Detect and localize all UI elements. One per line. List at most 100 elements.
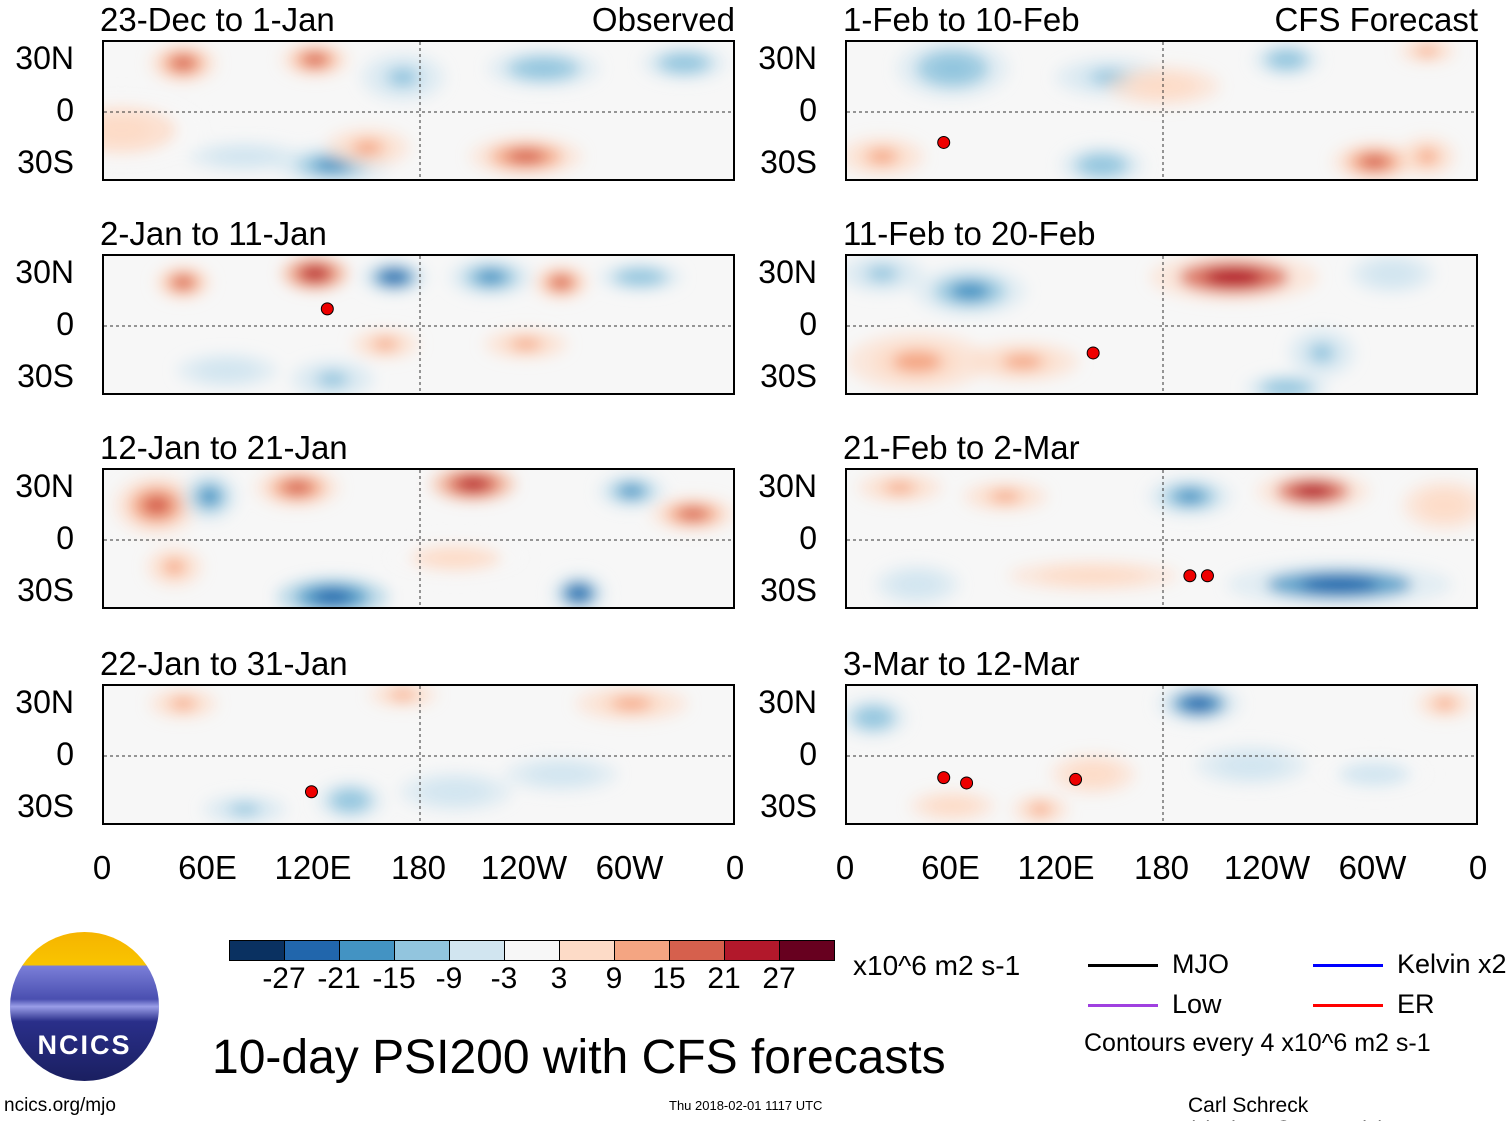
y-tick-label: 30N <box>758 468 817 504</box>
anomaly-blob <box>861 710 886 725</box>
panel-title: 2-Jan to 11-Jan <box>100 215 327 252</box>
anomaly-blob <box>611 697 652 710</box>
anomaly-blob <box>382 271 406 284</box>
anomaly-blob <box>678 508 708 521</box>
y-tick-label: 30S <box>17 572 74 608</box>
anomaly-blob <box>902 577 933 592</box>
map-panel <box>845 40 1478 181</box>
logo-text: NCICS <box>37 1030 132 1060</box>
colorbar-swatch <box>669 940 725 961</box>
author: Carl Schreck (cjschrec@ncsu.edu) <box>1188 1094 1386 1121</box>
anomaly-blob <box>523 61 564 76</box>
anomaly-blob <box>173 276 193 289</box>
units-label: x10^6 m2 s-1 <box>853 950 1021 981</box>
colorbar-swatch <box>339 940 395 961</box>
y-tick-label: 30S <box>760 358 817 394</box>
colorbar-swatch <box>614 940 670 961</box>
x-tick-label: 0 <box>835 849 855 886</box>
anomaly-blob <box>338 793 362 808</box>
colorbar-swatch <box>229 940 285 961</box>
y-tick-label: 0 <box>56 736 74 772</box>
y-tick-label: 30S <box>17 144 74 180</box>
map-panel <box>102 254 735 395</box>
colorbar-swatch <box>504 940 560 961</box>
map-field <box>104 686 733 823</box>
map-field <box>847 470 1476 607</box>
anomaly-blob <box>199 487 220 506</box>
x-tick-label: 120W <box>480 849 568 886</box>
legend-line <box>1313 964 1383 967</box>
panel-title: 1-Feb to 10-Feb <box>843 1 1080 38</box>
legend-label: Kelvin x2 <box>1397 949 1507 979</box>
x-tick-label: 0 <box>1468 849 1488 886</box>
x-tick-label: 0 <box>92 849 112 886</box>
colorbar-swatch <box>449 940 505 961</box>
x-tick-label: 120W <box>1223 849 1311 886</box>
colorbar-label: -15 <box>372 962 416 995</box>
map-field <box>847 256 1476 393</box>
map-panel <box>845 684 1478 825</box>
x-tick-label: 120E <box>274 849 352 886</box>
anomaly-blob <box>282 480 313 495</box>
legend-label: ER <box>1397 989 1435 1019</box>
anomaly-blob <box>551 276 572 289</box>
colorbar-label: -27 <box>262 962 306 995</box>
map-field <box>104 42 733 179</box>
y-tick-label: 30N <box>15 40 74 76</box>
anomaly-blob <box>884 482 915 493</box>
panel-title: 11-Feb to 20-Feb <box>843 215 1096 252</box>
anomaly-blob <box>1417 149 1438 164</box>
y-tick-label: 30S <box>17 788 74 824</box>
storm-marker <box>1069 772 1083 786</box>
anomaly-blob <box>388 68 418 86</box>
y-tick-label: 30S <box>760 788 817 824</box>
anomaly-blob <box>476 270 506 285</box>
anomaly-blob <box>892 351 942 373</box>
anomaly-blob <box>1271 383 1302 393</box>
colorbar-label: 15 <box>652 962 686 995</box>
y-tick-label: 0 <box>799 306 817 342</box>
anomaly-blob <box>1293 484 1333 499</box>
anomaly-blob <box>937 800 968 812</box>
anomaly-blob <box>209 364 245 377</box>
anomaly-blob <box>1204 268 1264 286</box>
anomaly-blob <box>1377 266 1407 281</box>
anomaly-blob <box>1274 53 1299 66</box>
y-tick-label: 0 <box>799 92 817 128</box>
y-tick-label: 30N <box>758 684 817 720</box>
colorbar-swatch <box>779 940 835 961</box>
anomaly-blob <box>1063 570 1123 581</box>
anomaly-blob <box>1417 46 1438 56</box>
storm-marker <box>320 302 334 316</box>
map-field <box>104 256 733 393</box>
map-panel <box>845 254 1478 395</box>
ncics-logo: NCICS <box>10 932 159 1081</box>
colorbar-swatch <box>284 940 340 961</box>
anomaly-blob <box>669 57 700 70</box>
anomaly-blob <box>303 267 327 280</box>
x-tick-label: 60W <box>1338 849 1407 886</box>
anomaly-blob <box>458 478 489 491</box>
anomaly-blob <box>312 590 353 604</box>
y-tick-label: 30N <box>758 254 817 290</box>
anomaly-blob <box>1003 354 1043 369</box>
anomaly-blob <box>1087 158 1117 173</box>
x-tick-label: 180 <box>390 849 447 886</box>
y-tick-label: 30N <box>15 468 74 504</box>
map-panel <box>102 684 735 825</box>
panel-title: 3-Mar to 12-Mar <box>843 645 1080 682</box>
storm-marker <box>1200 569 1214 583</box>
anomaly-blob <box>1359 154 1390 169</box>
legend-label: Low <box>1172 989 1222 1019</box>
legend-line <box>1313 1004 1383 1007</box>
site-link[interactable]: ncics.org/mjo <box>4 1095 116 1116</box>
anomaly-blob <box>164 560 185 574</box>
colorbar-swatch <box>559 940 615 961</box>
panel-tag: CFS Forecast <box>1274 1 1478 38</box>
y-tick-label: 30N <box>15 254 74 290</box>
anomaly-blob <box>171 56 195 71</box>
anomaly-blob <box>104 117 152 144</box>
storm-marker <box>960 776 974 790</box>
anomaly-blob <box>1430 496 1460 514</box>
